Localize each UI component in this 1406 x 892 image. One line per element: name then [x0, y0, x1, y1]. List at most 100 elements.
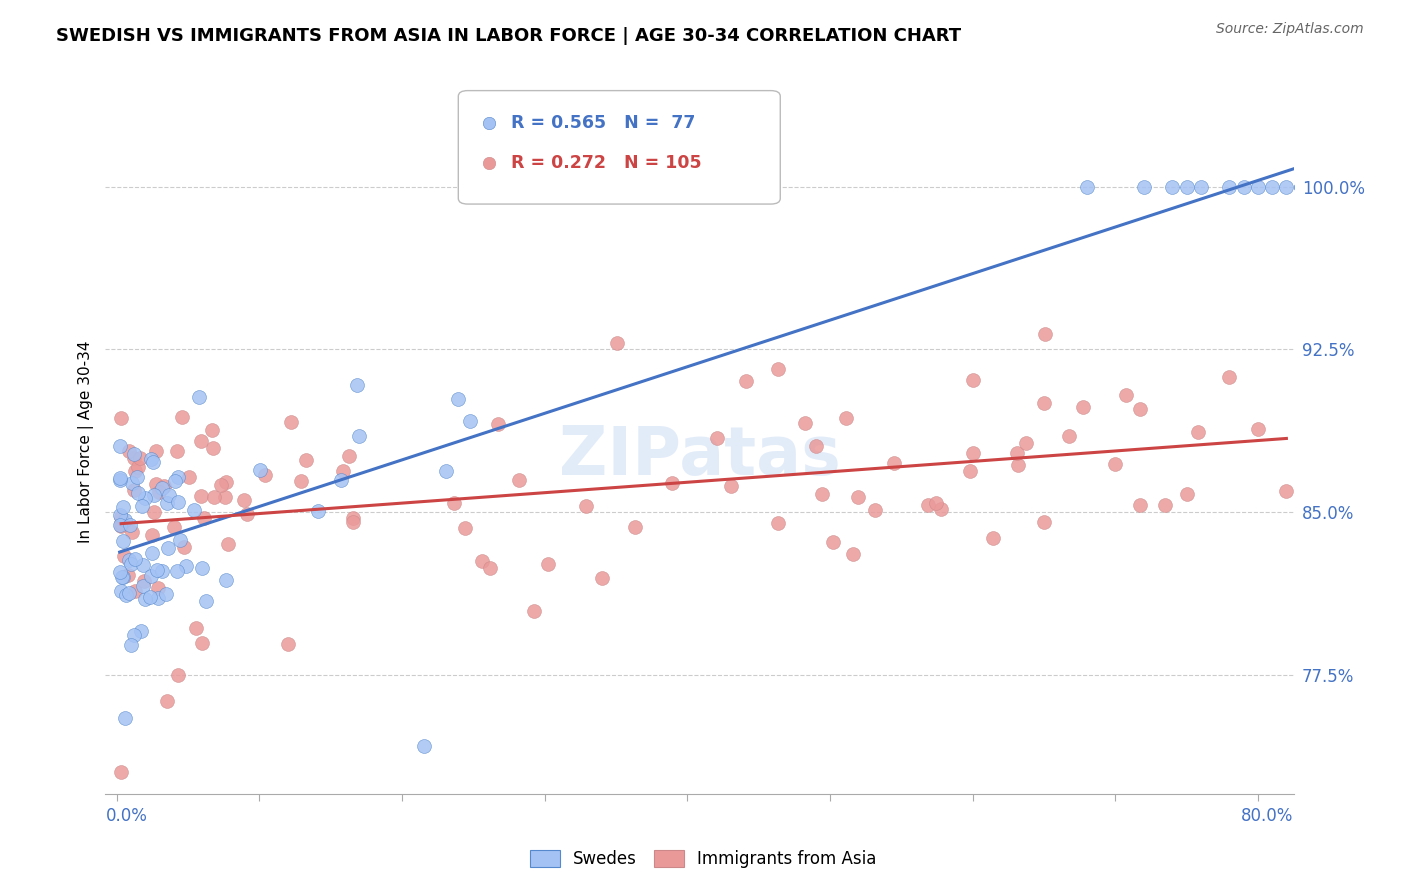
- Point: [139, 452, 162, 467]
- Point: [138, 591, 160, 605]
- Point: [110, 583, 132, 598]
- Point: [1275, 484, 1298, 499]
- Point: [766, 516, 789, 530]
- Point: [110, 516, 132, 531]
- Text: SWEDISH VS IMMIGRANTS FROM ASIA IN LABOR FORCE | AGE 30-34 CORRELATION CHART: SWEDISH VS IMMIGRANTS FROM ASIA IN LABOR…: [56, 27, 962, 45]
- Point: [217, 537, 239, 551]
- Point: [254, 467, 277, 482]
- Text: 0.0%: 0.0%: [105, 807, 148, 825]
- Point: [661, 475, 683, 490]
- Point: [846, 490, 869, 504]
- Point: [127, 469, 149, 483]
- Point: [156, 496, 179, 510]
- Point: [153, 479, 176, 493]
- Point: [134, 491, 156, 505]
- Point: [1275, 179, 1298, 194]
- Point: [1032, 396, 1054, 410]
- Point: [794, 416, 817, 430]
- Point: [124, 450, 146, 465]
- Point: [191, 636, 214, 650]
- Point: [148, 485, 170, 500]
- Point: [1076, 179, 1098, 194]
- Point: [925, 496, 948, 510]
- Point: [1007, 458, 1029, 472]
- Point: [131, 624, 153, 638]
- Point: [118, 553, 141, 567]
- Y-axis label: In Labor Force | Age 30-34: In Labor Force | Age 30-34: [79, 340, 94, 543]
- Point: [167, 470, 190, 484]
- Point: [342, 511, 364, 525]
- Point: [156, 541, 179, 555]
- Point: [1247, 422, 1270, 436]
- Point: [1187, 425, 1209, 439]
- Point: [115, 588, 138, 602]
- Point: [155, 587, 177, 601]
- Point: [146, 591, 169, 605]
- Point: [112, 570, 135, 584]
- Point: [981, 531, 1004, 545]
- Point: [412, 739, 434, 754]
- Point: [606, 335, 628, 350]
- Point: [110, 508, 132, 522]
- Text: ZIPatas: ZIPatas: [558, 423, 841, 489]
- Point: [1015, 435, 1038, 450]
- Point: [166, 564, 188, 578]
- Point: [141, 545, 163, 559]
- Point: [209, 478, 232, 492]
- Point: [193, 511, 215, 525]
- Point: [190, 434, 212, 449]
- Point: [1005, 446, 1028, 460]
- Point: [190, 489, 212, 503]
- Point: [1071, 400, 1094, 414]
- Point: [446, 392, 468, 406]
- Point: [959, 464, 981, 478]
- Point: [591, 571, 613, 585]
- Point: [1218, 179, 1240, 194]
- Point: [146, 581, 169, 595]
- Point: [214, 490, 236, 504]
- Point: [486, 417, 509, 431]
- Point: [863, 503, 886, 517]
- Point: [127, 485, 149, 500]
- Point: [917, 498, 939, 512]
- Point: [1161, 179, 1184, 194]
- Point: [1289, 179, 1312, 194]
- Point: [232, 493, 254, 508]
- Point: [962, 373, 984, 387]
- Point: [307, 504, 329, 518]
- Point: [141, 528, 163, 542]
- Point: [962, 446, 984, 460]
- Point: [536, 557, 558, 571]
- Text: 80.0%: 80.0%: [1241, 807, 1294, 825]
- Point: [1261, 179, 1284, 194]
- Point: [1232, 179, 1254, 194]
- Point: [1104, 457, 1126, 471]
- Point: [108, 517, 131, 532]
- Point: [112, 500, 135, 514]
- Point: [202, 490, 225, 504]
- Point: [1129, 498, 1152, 512]
- Point: [342, 515, 364, 529]
- Point: [114, 513, 136, 527]
- Point: [111, 534, 134, 549]
- Point: [290, 474, 312, 488]
- Point: [1247, 179, 1270, 194]
- Point: [152, 564, 174, 578]
- Point: [1129, 401, 1152, 416]
- Point: [1218, 369, 1240, 384]
- Point: [163, 520, 186, 534]
- Point: [1132, 179, 1154, 194]
- Point: [329, 473, 352, 487]
- Point: [523, 604, 546, 618]
- Point: [1175, 487, 1198, 501]
- Point: [145, 476, 167, 491]
- Point: [108, 439, 131, 453]
- Point: [142, 455, 165, 469]
- Point: [143, 488, 166, 502]
- Point: [201, 423, 224, 437]
- Point: [110, 471, 132, 485]
- Point: [821, 534, 844, 549]
- Point: [124, 464, 146, 478]
- Point: [108, 473, 131, 487]
- Point: [720, 479, 742, 493]
